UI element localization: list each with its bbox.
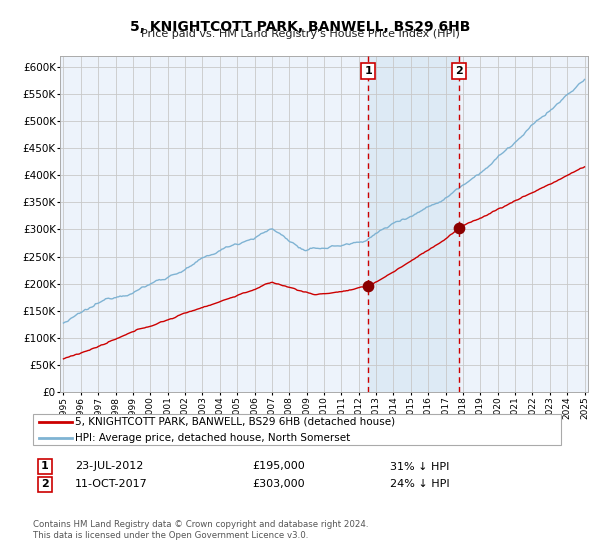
Text: 23-JUL-2012: 23-JUL-2012 [75, 461, 143, 472]
Text: 24% ↓ HPI: 24% ↓ HPI [390, 479, 449, 489]
Text: 31% ↓ HPI: 31% ↓ HPI [390, 461, 449, 472]
Text: 5, KNIGHTCOTT PARK, BANWELL, BS29 6HB (detached house): 5, KNIGHTCOTT PARK, BANWELL, BS29 6HB (d… [75, 417, 395, 427]
Text: 1: 1 [41, 461, 49, 472]
Point [364, 282, 373, 291]
Text: HPI: Average price, detached house, North Somerset: HPI: Average price, detached house, Nort… [75, 433, 350, 444]
Text: 11-OCT-2017: 11-OCT-2017 [75, 479, 148, 489]
Bar [368, 56, 459, 392]
Text: HPI: Average price, detached house, North Somerset: HPI: Average price, detached house, Nort… [75, 433, 350, 444]
Text: Contains HM Land Registry data © Crown copyright and database right 2024.: Contains HM Land Registry data © Crown c… [33, 520, 368, 529]
Text: 1: 1 [364, 66, 372, 76]
Point [454, 223, 464, 232]
Text: Price paid vs. HM Land Registry's House Price Index (HPI): Price paid vs. HM Land Registry's House … [140, 29, 460, 39]
Text: 5, KNIGHTCOTT PARK, BANWELL, BS29 6HB: 5, KNIGHTCOTT PARK, BANWELL, BS29 6HB [130, 20, 470, 34]
Text: £195,000: £195,000 [252, 461, 305, 472]
Text: £303,000: £303,000 [252, 479, 305, 489]
Text: 2: 2 [41, 479, 49, 489]
Text: 2: 2 [455, 66, 463, 76]
Text: 5, KNIGHTCOTT PARK, BANWELL, BS29 6HB (detached house): 5, KNIGHTCOTT PARK, BANWELL, BS29 6HB (d… [75, 417, 395, 427]
Text: This data is licensed under the Open Government Licence v3.0.: This data is licensed under the Open Gov… [33, 531, 308, 540]
